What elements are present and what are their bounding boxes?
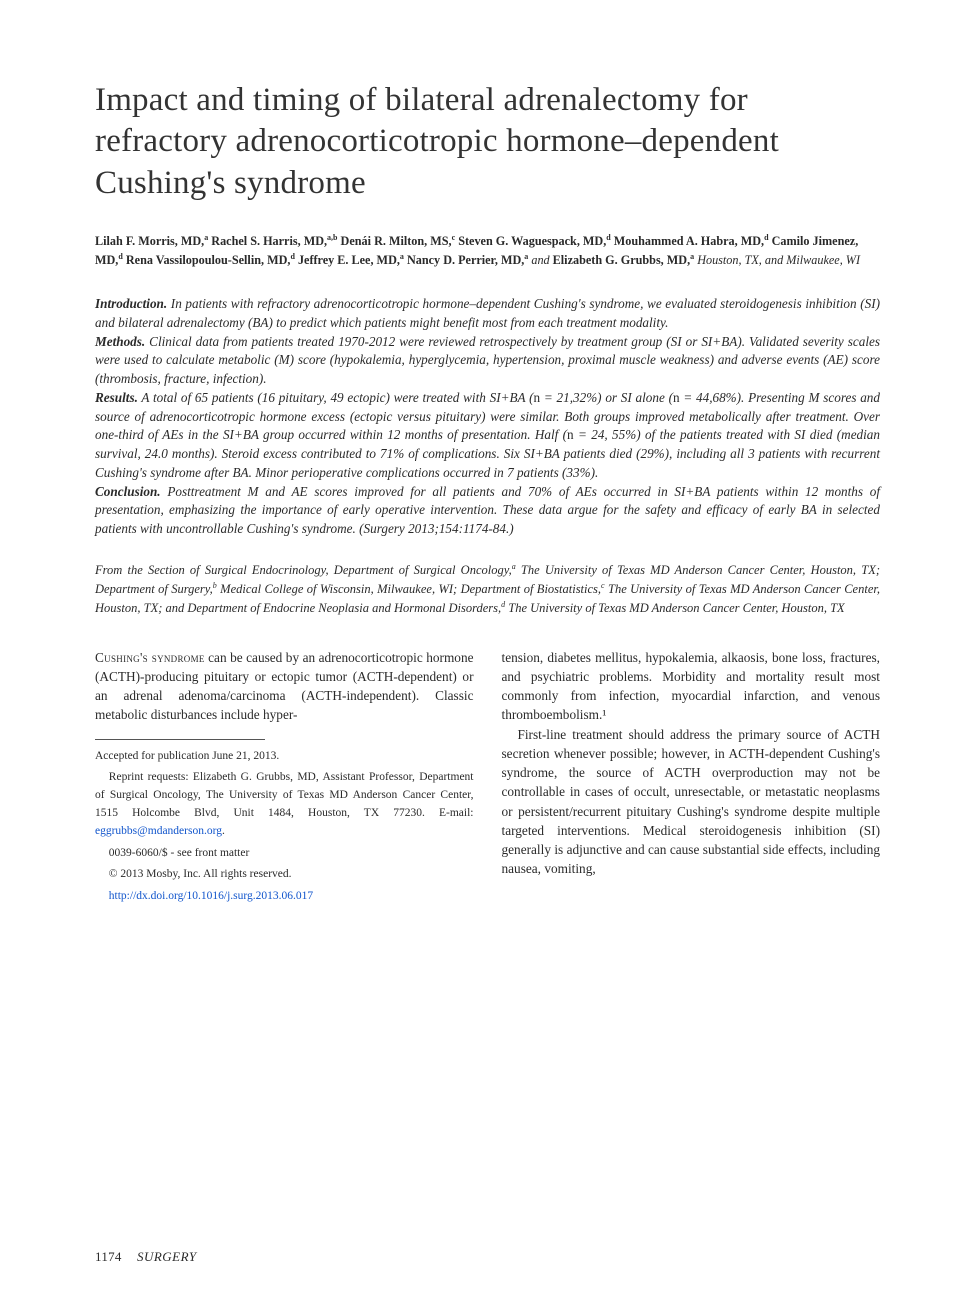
abstract-methods: Clinical data from patients treated 1970… (95, 334, 880, 386)
abstract-intro-lead: Introduction. (95, 296, 167, 311)
author-list: Lilah F. Morris, MD,a Rachel S. Harris, … (95, 232, 880, 270)
meta-rule (95, 739, 265, 740)
right-column: tension, diabetes mellitus, hypokalemia,… (502, 648, 881, 911)
abstract-intro: In patients with refractory adrenocortic… (95, 296, 880, 330)
article-title: Impact and timing of bilateral adrenalec… (95, 80, 880, 204)
abstract-results-lead: Results. (95, 390, 138, 405)
page-footer: 1174 SURGERY (95, 1249, 197, 1265)
abstract-concl: Posttreatment M and AE scores improved f… (95, 484, 880, 536)
abstract-methods-lead: Methods. (95, 334, 145, 349)
issn: 0039-6060/$ - see front matter (95, 845, 474, 863)
body-columns: Cushing's syndrome can be caused by an a… (95, 648, 880, 911)
accepted-date: Accepted for publication June 21, 2013. (95, 748, 474, 766)
journal-name: SURGERY (137, 1249, 197, 1264)
left-column: Cushing's syndrome can be caused by an a… (95, 648, 474, 911)
body-para-1: Cushing's syndrome can be caused by an a… (95, 648, 474, 725)
reprint-request: Reprint requests: Elizabeth G. Grubbs, M… (95, 769, 474, 840)
doi-link[interactable]: http://dx.doi.org/10.1016/j.surg.2013.06… (109, 890, 313, 902)
reprint-email-link[interactable]: eggrubbs@mdanderson.org (95, 825, 222, 837)
article-meta: Accepted for publication June 21, 2013. … (95, 748, 474, 907)
body-para-2: tension, diabetes mellitus, hypokalemia,… (502, 648, 881, 725)
page-number: 1174 (95, 1249, 122, 1264)
copyright: © 2013 Mosby, Inc. All rights reserved. (95, 866, 474, 884)
abstract-results: A total of 65 patients (16 pituitary, 49… (95, 390, 880, 480)
body-para-3: First-line treatment should address the … (502, 725, 881, 879)
abstract-concl-lead: Conclusion. (95, 484, 161, 499)
abstract: Introduction. In patients with refractor… (95, 295, 880, 539)
affiliations: From the Section of Surgical Endocrinolo… (95, 561, 880, 618)
